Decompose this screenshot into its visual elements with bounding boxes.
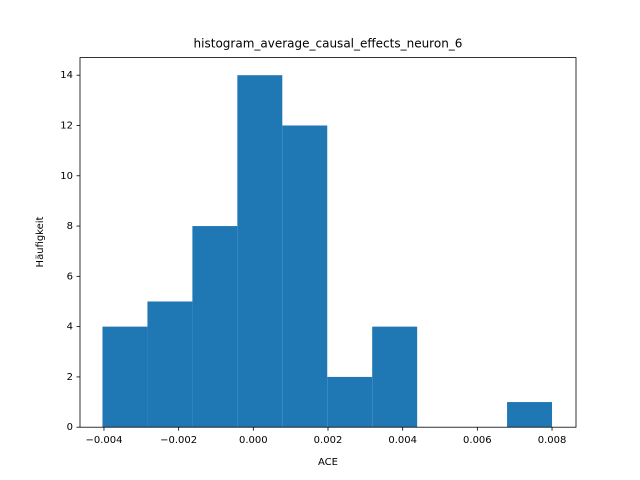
y-tick-label: 14 [60, 70, 73, 81]
bar [147, 301, 193, 428]
bar [237, 75, 283, 428]
x-tick-label: 0.004 [388, 435, 417, 446]
bar [192, 226, 238, 428]
x-tick-label: −0.004 [85, 435, 122, 446]
x-axis-label: ACE [318, 457, 338, 468]
x-tick-label: 0.008 [538, 435, 567, 446]
bar [282, 125, 328, 428]
y-axis-label: Häufigkeit [35, 216, 46, 267]
x-tick-label: 0.000 [239, 435, 268, 446]
x-tick-label: 0.006 [463, 435, 492, 446]
chart-title: histogram_average_causal_effects_neuron_… [194, 37, 463, 51]
y-tick-label: 10 [60, 171, 73, 182]
y-tick-label: 2 [67, 372, 73, 383]
y-tick-label: 4 [67, 322, 73, 333]
x-tick-label: −0.002 [160, 435, 197, 446]
x-tick-label: 0.002 [314, 435, 343, 446]
bar [102, 326, 148, 428]
y-tick-label: 8 [67, 221, 73, 232]
bar [327, 376, 373, 428]
bar [372, 326, 418, 428]
y-tick-label: 12 [60, 120, 73, 131]
bar [507, 402, 553, 428]
y-tick-label: 6 [67, 271, 73, 282]
y-tick-label: 0 [67, 422, 73, 433]
